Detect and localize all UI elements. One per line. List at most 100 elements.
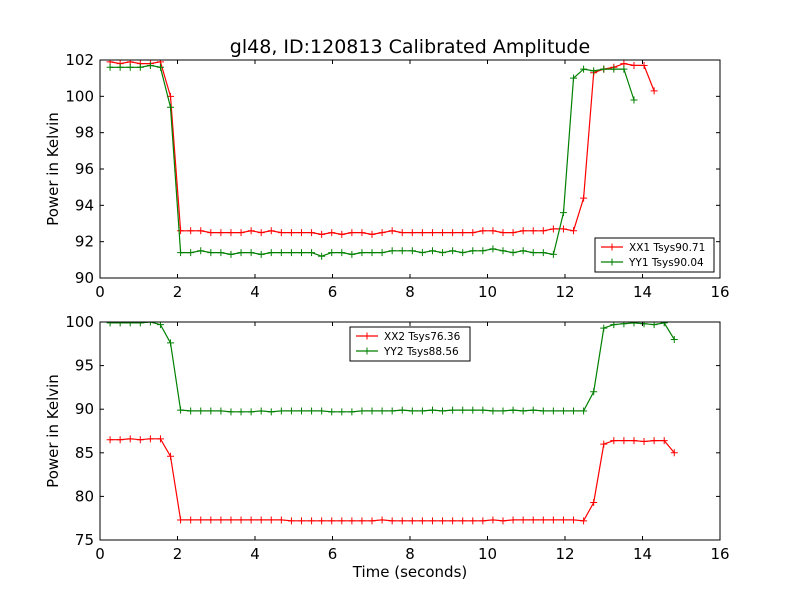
data-point-1-22: [328, 249, 336, 257]
data-point-1-9: [197, 407, 205, 415]
data-point-0-33: [439, 517, 447, 525]
data-point-0-17: [277, 229, 285, 237]
data-point-1-16: [267, 249, 275, 257]
data-point-1-49: [600, 324, 608, 332]
data-point-1-19: [298, 407, 305, 415]
data-point-0-34: [449, 517, 457, 525]
data-point-0-38: [489, 516, 497, 524]
data-point-0-44: [549, 225, 557, 233]
data-point-1-38: [489, 245, 497, 253]
data-point-1-3: [136, 322, 144, 327]
legend-marker-1: [608, 258, 616, 266]
data-point-0-5: [156, 435, 164, 443]
data-point-0-7: [177, 227, 185, 235]
data-point-0-53: [640, 437, 648, 445]
data-point-1-39: [499, 247, 507, 255]
data-point-0-20: [308, 229, 316, 237]
data-point-0-10: [207, 229, 215, 237]
data-point-0-32: [428, 517, 436, 525]
data-point-0-36: [469, 517, 477, 525]
data-point-0-15: [257, 229, 265, 237]
data-point-0-28: [388, 517, 396, 525]
data-point-1-15: [257, 407, 265, 415]
data-point-0-50: [610, 437, 618, 445]
data-point-0-46: [570, 227, 578, 235]
data-point-1-36: [469, 247, 477, 255]
data-point-0-36: [469, 229, 477, 237]
data-point-1-4: [146, 322, 154, 326]
data-point-1-46: [570, 407, 578, 415]
data-point-1-24: [348, 250, 356, 258]
data-point-1-10: [207, 249, 215, 257]
data-point-0-16: [267, 516, 275, 524]
data-point-0-3: [136, 436, 144, 444]
data-point-1-21: [318, 252, 326, 260]
data-point-1-56: [670, 335, 678, 343]
y-tick-label: 100: [65, 87, 94, 105]
data-point-1-45: [559, 209, 567, 217]
data-point-0-39: [499, 229, 507, 237]
x-tick-label: 10: [478, 283, 497, 301]
data-point-0-21: [318, 230, 326, 238]
legend-box: [594, 237, 715, 273]
y-tick-label: 100: [65, 313, 94, 331]
data-point-0-29: [398, 517, 406, 525]
data-point-0-27: [378, 516, 386, 524]
data-point-1-14: [247, 408, 255, 416]
data-point-1-18: [287, 407, 295, 415]
data-point-1-37: [479, 406, 487, 414]
data-point-0-54: [650, 437, 658, 445]
data-point-1-21: [318, 407, 326, 415]
data-point-1-37: [479, 247, 487, 255]
data-point-0-9: [197, 227, 205, 235]
data-point-1-4: [146, 61, 154, 69]
data-point-1-48: [590, 67, 598, 75]
data-point-0-40: [509, 229, 517, 237]
data-point-1-29: [398, 247, 406, 255]
x-tick-label: 0: [95, 283, 105, 301]
data-point-0-53: [640, 61, 648, 69]
data-point-1-35: [459, 249, 467, 257]
y-tick-label: 85: [75, 444, 94, 462]
data-point-0-24: [348, 517, 356, 525]
data-point-1-9: [197, 247, 205, 255]
data-point-1-18: [287, 249, 295, 257]
data-point-0-48: [590, 499, 598, 507]
data-point-1-47: [580, 65, 588, 73]
data-point-1-1: [116, 63, 124, 71]
y-axis-label: Power in Kelvin: [44, 374, 62, 488]
data-point-0-55: [660, 437, 668, 445]
data-point-1-25: [358, 407, 366, 415]
data-point-1-19: [298, 249, 305, 257]
data-point-1-10: [207, 407, 215, 415]
data-point-1-23: [338, 249, 346, 257]
data-point-0-26: [368, 517, 376, 525]
data-point-0-49: [600, 440, 608, 448]
data-point-1-41: [519, 247, 527, 255]
data-point-1-2: [126, 63, 134, 71]
data-point-0-41: [519, 227, 527, 235]
data-point-1-7: [177, 249, 185, 257]
x-tick-label: 4: [250, 283, 260, 301]
data-point-1-32: [428, 247, 436, 255]
plot-area: [106, 60, 658, 260]
x-tick-label: 2: [173, 283, 183, 301]
data-point-0-54: [650, 87, 658, 95]
data-point-0-35: [459, 517, 467, 525]
data-point-1-33: [439, 249, 447, 257]
y-tick-label: 90: [75, 400, 94, 418]
data-point-0-4: [146, 435, 154, 443]
data-point-0-26: [368, 230, 376, 238]
legend: XX1 Tsys90.71 YY1 Tsys90.04: [594, 237, 715, 273]
data-point-1-33: [439, 407, 447, 415]
data-point-0-39: [499, 517, 507, 525]
data-point-0-17: [277, 516, 285, 524]
data-point-0-22: [328, 517, 336, 525]
data-point-1-42: [529, 406, 537, 414]
data-point-1-15: [257, 250, 265, 258]
data-point-1-34: [449, 406, 457, 414]
data-point-0-47: [580, 517, 588, 525]
figure-title: gl48, ID:120813 Calibrated Amplitude: [230, 36, 590, 58]
data-point-0-30: [408, 229, 416, 237]
